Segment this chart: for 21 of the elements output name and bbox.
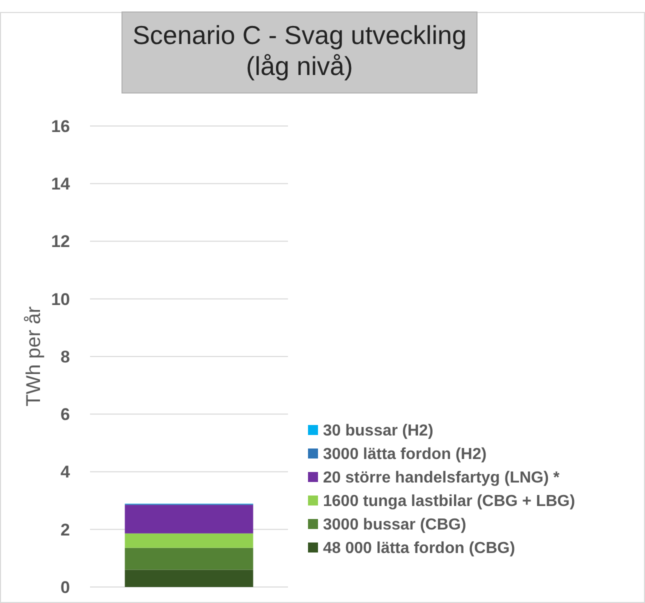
y-tick-label: 0 bbox=[60, 578, 70, 597]
bar bbox=[124, 548, 254, 570]
legend-label: 3000 lätta fordon (H2) bbox=[323, 446, 487, 464]
y-tick-label: 8 bbox=[60, 347, 70, 366]
y-tick-label: 12 bbox=[51, 232, 70, 252]
y-tick-label: 2 bbox=[60, 520, 70, 540]
legend-label: 48 000 lätta fordon (CBG) bbox=[323, 540, 516, 558]
y-tick-label: 16 bbox=[51, 116, 70, 136]
legend-label: 30 bussar (H2) bbox=[323, 422, 434, 440]
legend-label: 20 större handelsfartyg (LNG) * bbox=[323, 470, 560, 487]
bar bbox=[124, 570, 254, 587]
bar bbox=[124, 504, 254, 534]
legend-label: 3000 bussar (CBG) bbox=[323, 516, 466, 534]
legend-label: 1600 tunga lastbilar (CBG + LBG) bbox=[323, 493, 576, 510]
y-tick-label: 6 bbox=[60, 405, 70, 424]
y-axis-title: TWh per år bbox=[23, 306, 45, 407]
chart-title: Scenario C - Svag utveckling (låg nivå) bbox=[132, 20, 466, 81]
y-tick-label: 10 bbox=[51, 290, 70, 309]
y-tick-label: 14 bbox=[51, 174, 71, 194]
bar bbox=[124, 533, 254, 548]
y-tick-label: 4 bbox=[60, 462, 71, 482]
